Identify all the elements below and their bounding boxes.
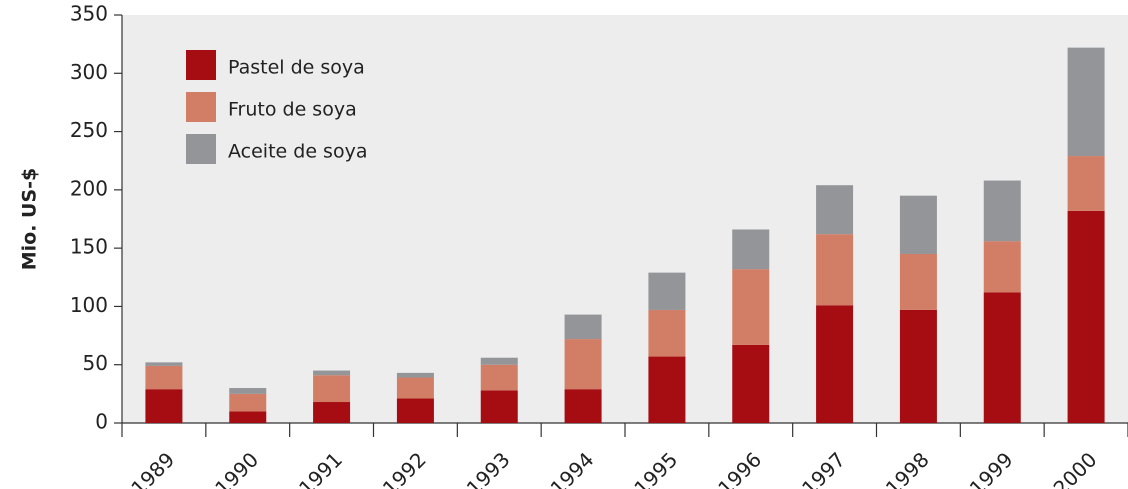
bar-segment — [564, 389, 602, 423]
y-tick-label: 350 — [70, 2, 108, 26]
bar-segment — [983, 292, 1021, 423]
legend-label: Fruto de soya — [228, 99, 357, 121]
legend-label: Aceite de soya — [228, 141, 367, 163]
bar-segment — [480, 364, 518, 391]
bar-segment — [313, 402, 351, 423]
plot-area — [122, 15, 1128, 423]
y-tick-label: 0 — [95, 410, 108, 434]
legend-label: Pastel de soya — [228, 57, 365, 79]
bar-segment — [396, 377, 434, 399]
bar-segment — [899, 195, 937, 254]
bar-segment — [732, 229, 770, 270]
x-tick-label: 1999 — [965, 447, 1018, 489]
legend-swatch — [186, 92, 216, 122]
bar-segment — [313, 375, 351, 403]
bar-segment — [816, 305, 854, 423]
x-tick-label: 1997 — [797, 447, 850, 489]
legend-swatch — [186, 50, 216, 80]
bar-segment — [564, 314, 602, 340]
y-tick-label: 150 — [70, 235, 108, 259]
bar-segment — [732, 344, 770, 423]
bar-segment — [396, 398, 434, 423]
x-tick-label: 1990 — [210, 447, 263, 489]
bar-segment — [145, 389, 183, 423]
bar-segment — [145, 362, 183, 366]
bar-segment — [732, 269, 770, 345]
bar-segment — [229, 388, 267, 394]
y-tick-label: 50 — [83, 351, 108, 375]
bar-segment — [648, 309, 686, 357]
y-tick-label: 300 — [70, 60, 108, 84]
bar-segment — [313, 370, 351, 376]
bar-segment — [229, 411, 267, 423]
bar-segment — [564, 339, 602, 390]
bar-segment — [899, 253, 937, 310]
bar-segment — [396, 372, 434, 378]
bar-segment — [480, 390, 518, 423]
bar-segment — [648, 272, 686, 310]
bar-segment — [145, 365, 183, 390]
bar-segment — [1067, 47, 1105, 157]
bar-segment — [983, 180, 1021, 242]
x-tick-label: 2000 — [1049, 447, 1102, 489]
x-tick-label: 1993 — [462, 447, 515, 489]
x-tick-label: 1992 — [378, 447, 431, 489]
x-tick-label: 1995 — [629, 447, 682, 489]
bar-segment — [1067, 210, 1105, 423]
bar-segment — [229, 393, 267, 412]
bar-segment — [983, 241, 1021, 293]
y-tick-label: 250 — [70, 118, 108, 142]
y-axis-label: Mio. US-$ — [19, 168, 41, 271]
y-tick-label: 200 — [70, 176, 108, 200]
x-tick-label: 1998 — [881, 447, 934, 489]
bar-segment — [816, 234, 854, 306]
x-tick-label: 1996 — [713, 447, 766, 489]
y-tick-label: 100 — [70, 293, 108, 317]
bar-segment — [899, 309, 937, 423]
bar-segment — [648, 356, 686, 423]
bar-segment — [480, 357, 518, 365]
x-tick-label: 1994 — [546, 447, 599, 489]
bar-segment — [1067, 156, 1105, 211]
legend-swatch — [186, 134, 216, 164]
x-tick-label: 1991 — [294, 447, 347, 489]
bar-segment — [816, 185, 854, 235]
x-tick-label: 1989 — [126, 447, 179, 489]
